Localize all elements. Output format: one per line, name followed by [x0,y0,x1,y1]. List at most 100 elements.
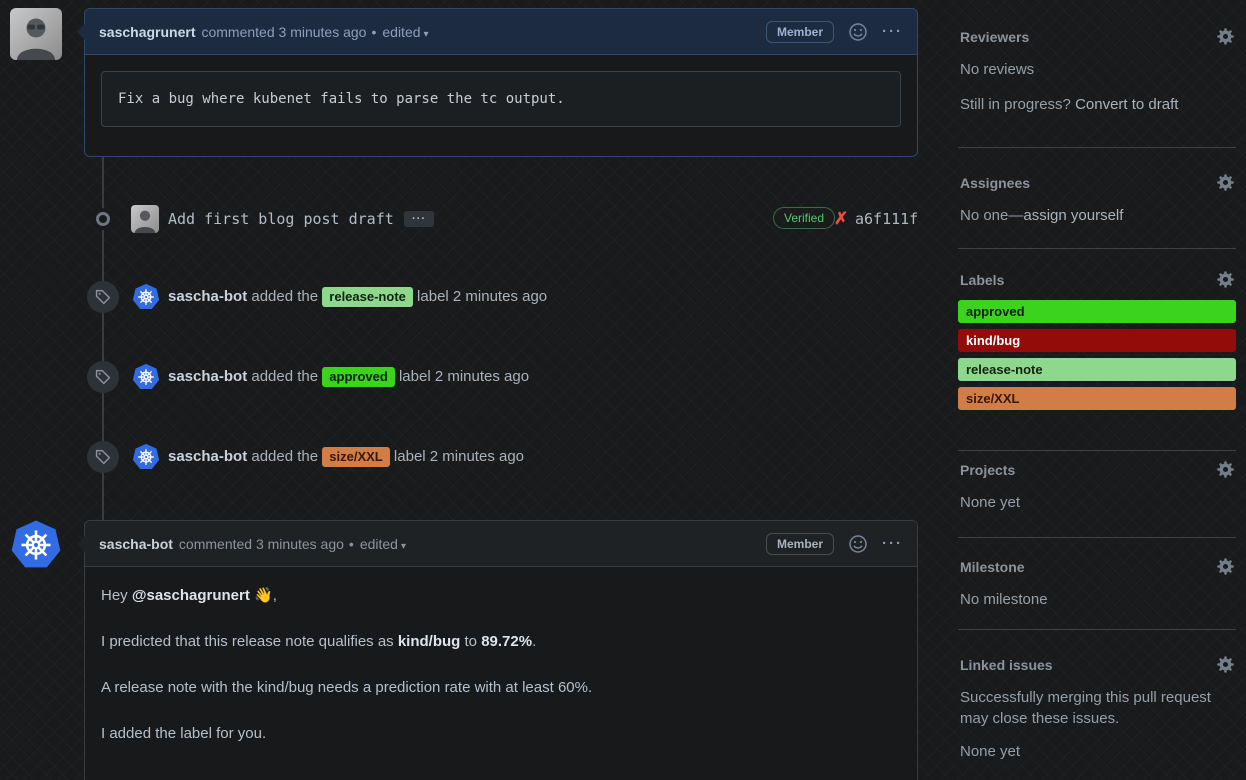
kebab-menu-button[interactable]: ··· [882,23,903,40]
label-event-text: sascha-bot added the release-note label … [168,287,548,307]
prediction-paragraph: I predicted that this release note quali… [101,633,537,650]
tag-icon [95,289,111,305]
actor-link[interactable]: sascha-bot [168,448,248,465]
labels-title: Labels [960,271,1005,288]
comment-body: Hey @saschagrunert 👋, I predicted that t… [85,567,917,780]
status-failed-x-icon[interactable]: ✗ [834,209,849,228]
sascha-bot-avatar[interactable] [132,443,160,471]
wave-emoji: 👋 [249,587,273,604]
assignees-settings-button[interactable] [1217,174,1234,191]
person-photo-icon [10,8,62,60]
sidebar-section-assignees: Assignees No one—assign yourself [958,148,1236,249]
smiley-icon [849,22,867,41]
comment-caret [77,536,85,552]
linked-issues-empty-text: None yet [960,743,1021,760]
gear-icon [1217,174,1234,191]
sidebar-label-size-xxl[interactable]: size/XXL [958,387,1236,410]
gear-icon [1217,271,1234,288]
assignees-title: Assignees [960,174,1031,191]
sidebar: Reviewers No reviews Still in progress? … [958,0,1236,780]
greeting-paragraph: Hey @saschagrunert 👋, [101,587,277,604]
linked-issues-settings-button[interactable] [1217,656,1234,673]
tag-icon [95,369,111,385]
edited-dropdown[interactable]: edited ▾ [359,535,406,552]
comment-timestamp: commented 3 minutes ago [178,535,344,552]
still-in-progress-text: Still in progress? [960,96,1076,113]
add-reaction-button[interactable] [848,534,868,554]
timeline-line [102,157,104,522]
commit-author-avatar[interactable] [131,205,159,233]
dot-separator: • [371,23,377,40]
milestone-title: Milestone [960,558,1025,575]
commit-expand-button[interactable]: ··· [404,211,434,227]
sascha-bot-avatar[interactable] [132,283,160,311]
comment-header: sascha-bot commented 3 minutes ago • edi… [77,521,917,567]
comment-body: Fix a bug where kubenet fails to parse t… [85,55,917,143]
kubernetes-icon [11,520,61,568]
sidebar-section-linked-issues: Linked issues Successfully merging this … [958,630,1236,780]
sidebar-section-labels: Labels approved kind/bug release-note si… [958,249,1236,451]
comment-caret [77,24,85,40]
tag-icon-circle [87,361,119,393]
actor-link[interactable]: sascha-bot [168,288,248,305]
comment-timestamp: commented 3 minutes ago [201,23,367,40]
milestone-settings-button[interactable] [1217,558,1234,575]
chevron-down-icon: ▾ [423,28,429,40]
tag-icon-circle [87,441,119,473]
reviewers-settings-button[interactable] [1217,28,1234,45]
tag-icon [95,449,111,465]
sidebar-label-release-note[interactable]: release-note [958,358,1236,381]
verified-badge[interactable]: Verified [773,207,836,229]
label-event-text: sascha-bot added the size/XXL label 2 mi… [168,447,525,467]
kubernetes-icon [132,283,160,310]
label-event-row: sascha-bot added the approved label 2 mi… [0,361,950,393]
threshold-paragraph: A release note with the kind/bug needs a… [101,679,593,696]
mention-link[interactable]: @saschagrunert [131,587,250,604]
label-event-row: sascha-bot added the release-note label … [0,281,950,313]
projects-title: Projects [960,461,1016,478]
kubernetes-icon [132,363,160,390]
commit-sha-link[interactable]: a6f111f [855,210,919,228]
actor-link[interactable]: sascha-bot [168,368,248,385]
no-one-text: No one— [960,207,1024,224]
comment-saschagrunert: saschagrunert commented 3 minutes ago • … [77,8,918,157]
label-chip[interactable]: release-note [322,287,413,307]
milestone-empty-text: No milestone [960,591,1048,608]
no-reviews-text: No reviews [960,61,1035,78]
linked-issues-description: Successfully merging this pull request m… [960,689,1211,727]
sidebar-section-projects: Projects None yet [958,451,1236,538]
member-badge: Member [765,532,834,555]
gear-icon [1217,558,1234,575]
projects-empty-text: None yet [960,494,1021,511]
label-event-text: sascha-bot added the approved label 2 mi… [168,367,530,387]
kubernetes-icon [132,443,160,470]
sascha-bot-avatar[interactable] [132,363,160,391]
comment-author[interactable]: sascha-bot [99,535,173,552]
commit-message-link[interactable]: Add first blog post draft [168,210,394,228]
add-reaction-button[interactable] [848,22,868,42]
gear-icon [1217,656,1234,673]
sascha-bot-avatar[interactable] [10,519,62,571]
assign-yourself-link[interactable]: assign yourself [1023,207,1124,224]
label-chip[interactable]: size/XXL [322,447,390,467]
reviewers-title: Reviewers [960,28,1030,45]
edited-dropdown[interactable]: edited ▾ [382,23,429,40]
avatar-saschagrunert[interactable] [10,8,62,60]
labels-settings-button[interactable] [1217,271,1234,288]
gear-icon [1217,28,1234,45]
commit-dot-icon [96,212,110,226]
gear-icon [1217,461,1234,478]
sidebar-section-milestone: Milestone No milestone [958,538,1236,630]
label-chip[interactable]: approved [322,367,395,387]
projects-settings-button[interactable] [1217,461,1234,478]
chevron-down-icon: ▾ [400,540,406,552]
comment-header: saschagrunert commented 3 minutes ago • … [77,9,917,55]
sidebar-label-kind-bug[interactable]: kind/bug [958,329,1236,352]
comment-author[interactable]: saschagrunert [99,23,196,40]
person-photo-icon [131,205,159,233]
convert-to-draft-link[interactable]: Convert to draft [1075,96,1179,113]
closing-paragraph: I added the label for you. [101,725,267,742]
kebab-menu-button[interactable]: ··· [882,535,903,552]
sidebar-label-approved[interactable]: approved [958,300,1236,323]
